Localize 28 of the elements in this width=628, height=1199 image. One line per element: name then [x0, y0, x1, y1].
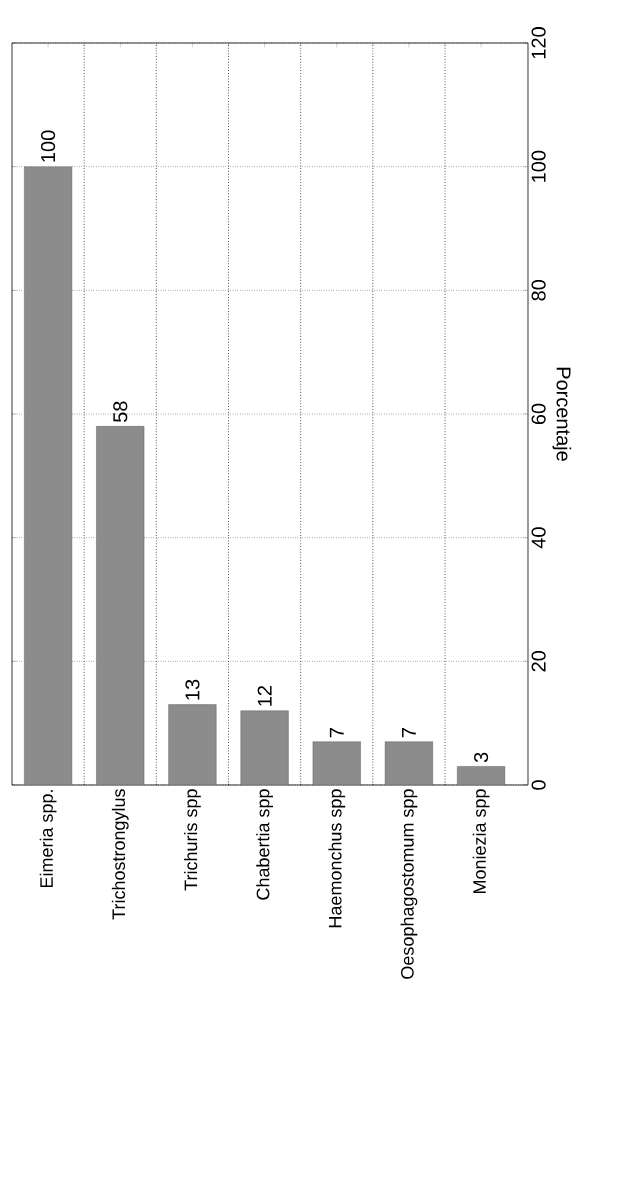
data-label: 3 [474, 752, 489, 763]
y-tick-label: 0 [531, 780, 546, 790]
data-label: 7 [402, 728, 416, 738]
bar [96, 426, 145, 785]
data-label: 100 [41, 130, 56, 162]
y-tick-label: 40 [531, 527, 546, 549]
y-tick-label: 20 [531, 651, 546, 672]
x-tick-label: Oesophagostomum spp [400, 789, 418, 979]
y-tick-label: 80 [531, 280, 546, 301]
x-tick-label: Trichuris spp [184, 789, 201, 891]
x-tick-label: Eimeria spp. [39, 790, 57, 888]
bar [385, 741, 433, 785]
bar [312, 741, 361, 785]
data-label: 7 [329, 728, 344, 738]
x-tick-label: Moniezia spp [472, 789, 490, 894]
y-axis-title: Porcentaje [552, 367, 572, 461]
data-label: 12 [257, 686, 272, 706]
bar [168, 704, 217, 785]
bar [24, 166, 72, 785]
bar [240, 710, 289, 785]
y-tick-label: 100 [531, 150, 546, 182]
data-label: 58 [113, 401, 128, 423]
y-tick-label: 120 [531, 27, 546, 59]
y-tick-label: 60 [531, 403, 546, 425]
x-tick-label: Trichostrongylus [111, 789, 129, 920]
x-tick-label: Haemonchus spp [328, 789, 346, 928]
data-label: 13 [185, 679, 200, 700]
x-tick-label: Chabertia spp [256, 789, 273, 900]
